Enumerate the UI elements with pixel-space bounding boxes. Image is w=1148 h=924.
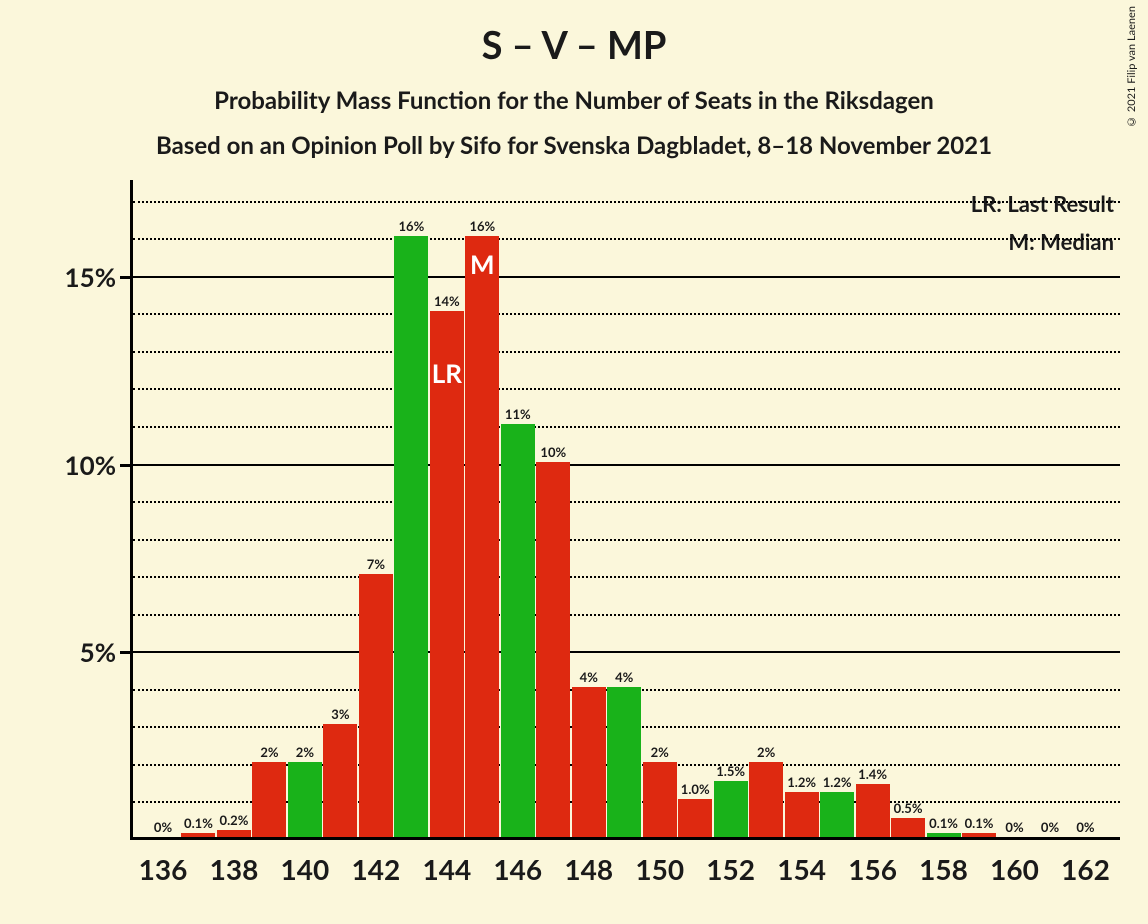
gridline-major — [133, 464, 1120, 466]
gridline-minor — [133, 426, 1120, 428]
bar-value-label: 1.4% — [858, 766, 887, 784]
gridline-minor — [133, 201, 1120, 203]
bar: 11% — [501, 424, 535, 837]
bar-value-label: 2% — [651, 744, 669, 762]
chart-subtitle-1: Probability Mass Function for the Number… — [0, 86, 1148, 115]
bar: 1.0% — [678, 799, 712, 837]
bar: 7% — [359, 574, 393, 837]
gridline-minor — [133, 351, 1120, 353]
x-axis-tick-label: 138 — [210, 852, 259, 886]
x-axis-tick-label: 162 — [1061, 852, 1110, 886]
bar-value-label: 0.1% — [184, 815, 213, 833]
bar-value-label: 2% — [260, 744, 278, 762]
bar-value-label: 0.2% — [220, 812, 249, 830]
bar: 0.2% — [217, 830, 251, 838]
bar: 16%M — [465, 236, 499, 837]
bar: 1.4% — [856, 784, 890, 837]
gridline-minor — [133, 313, 1120, 315]
bar: 2% — [252, 762, 286, 837]
x-axis-tick-label: 150 — [635, 852, 684, 886]
x-axis-tick-label: 154 — [777, 852, 826, 886]
bar-value-label: 4% — [580, 669, 598, 687]
bar: 16% — [394, 236, 428, 837]
bar: 0.5% — [891, 818, 925, 837]
y-axis-line — [130, 180, 133, 840]
y-axis-tick-label: 15% — [65, 261, 116, 293]
gridline-minor — [133, 501, 1120, 503]
x-axis-tick-label: 156 — [848, 852, 897, 886]
bar-value-label: 0% — [154, 819, 172, 837]
bar: 4% — [607, 687, 641, 837]
y-axis-tick-label: 10% — [65, 449, 116, 481]
y-axis-tick — [120, 464, 130, 467]
bar: 10% — [536, 462, 570, 837]
bar: 4% — [572, 687, 606, 837]
copyright-text: © 2021 Filip van Laenen — [1125, 6, 1138, 128]
marker-median: M — [470, 248, 495, 280]
bar: 14%LR — [430, 311, 464, 837]
y-axis-tick — [120, 276, 130, 279]
x-axis-tick-label: 146 — [493, 852, 542, 886]
x-axis-tick-label: 158 — [919, 852, 968, 886]
bar: 1.2% — [785, 792, 819, 837]
gridline-major — [133, 651, 1120, 653]
x-axis-tick-label: 140 — [281, 852, 330, 886]
bar: 2% — [749, 762, 783, 837]
bar-value-label: 4% — [615, 669, 633, 687]
marker-last-result: LR — [432, 357, 462, 389]
x-axis-tick-label: 152 — [706, 852, 755, 886]
chart-subtitle-2: Based on an Opinion Poll by Sifo for Sve… — [0, 131, 1148, 160]
x-axis-tick-label: 142 — [352, 852, 401, 886]
bar-value-label: 1.2% — [787, 774, 816, 792]
bar-value-label: 3% — [331, 706, 349, 724]
bar-value-label: 1.5% — [716, 763, 745, 781]
bar: 2% — [643, 762, 677, 837]
bar-value-label: 0.5% — [894, 800, 923, 818]
bar: 0.1% — [927, 833, 961, 837]
bar-value-label: 1.2% — [823, 774, 852, 792]
bar-value-label: 2% — [757, 744, 775, 762]
gridline-minor — [133, 238, 1120, 240]
y-axis-tick — [120, 651, 130, 654]
x-axis-tick-label: 144 — [422, 852, 471, 886]
bar-value-label: 11% — [505, 406, 531, 424]
x-axis-line — [130, 837, 1120, 840]
bar-value-label: 16% — [469, 218, 495, 236]
x-axis-tick-label: 148 — [564, 852, 613, 886]
y-axis-tick-label: 5% — [80, 636, 116, 668]
bar-value-label: 0% — [1041, 819, 1059, 837]
bar-value-label: 0% — [1005, 819, 1023, 837]
gridline-minor — [133, 539, 1120, 541]
bar-value-label: 0% — [1076, 819, 1094, 837]
chart-title: S – V – MP — [0, 0, 1148, 68]
bar-value-label: 7% — [367, 556, 385, 574]
bar-value-label: 0.1% — [929, 815, 958, 833]
bar: 3% — [323, 724, 357, 837]
bar: 1.5% — [714, 781, 748, 837]
bar: 0.1% — [962, 833, 996, 837]
bar-value-label: 0.1% — [965, 815, 994, 833]
gridline-major — [133, 276, 1120, 278]
gridline-minor — [133, 576, 1120, 578]
x-axis-tick-label: 160 — [990, 852, 1039, 886]
chart-plot-area: 5%10%15%0%0.1%0.2%2%2%3%7%16%14%LR16%M11… — [130, 180, 1120, 840]
bar-value-label: 2% — [296, 744, 314, 762]
bar-value-label: 14% — [434, 293, 460, 311]
x-axis-tick-label: 136 — [139, 852, 188, 886]
bar: 1.2% — [820, 792, 854, 837]
bar: 0.1% — [181, 833, 215, 837]
gridline-minor — [133, 388, 1120, 390]
bar-value-label: 1.0% — [681, 781, 710, 799]
bar-value-label: 10% — [540, 444, 566, 462]
gridline-minor — [133, 614, 1120, 616]
bar-value-label: 16% — [398, 218, 424, 236]
bar: 2% — [288, 762, 322, 837]
